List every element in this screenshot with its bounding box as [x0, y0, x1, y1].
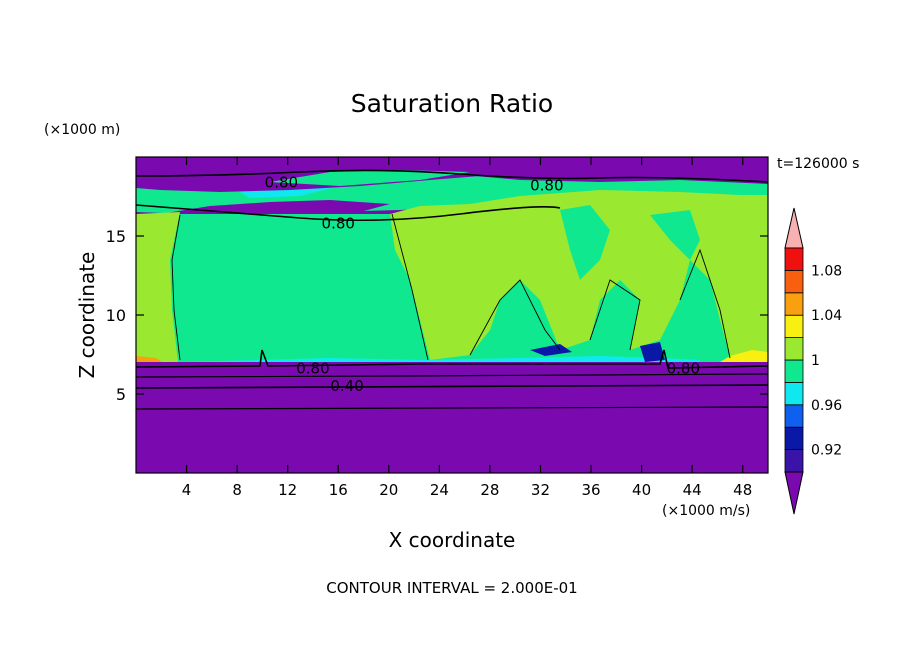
- left-warm-corner: [136, 356, 162, 362]
- contour-label: 0.80: [296, 360, 329, 378]
- colorbar-label: 1.04: [811, 308, 842, 324]
- colorbar-swatch: [784, 359, 804, 383]
- colorbar-label: 0.92: [811, 443, 842, 459]
- plot-area: [136, 157, 768, 473]
- right-warm-corner: [720, 350, 768, 362]
- colorbar-swatch: [784, 292, 804, 316]
- contour-line-0.80-base: [136, 349, 768, 369]
- contour-label: 0.80: [322, 214, 355, 232]
- x-tick-label: 48: [733, 481, 752, 499]
- contour-label: 0.80: [530, 176, 563, 194]
- contour-line-0.60: [136, 373, 768, 378]
- x-tick-label: 36: [581, 481, 600, 499]
- contour-label: 0.80: [265, 173, 298, 191]
- contour-label: 0.80: [667, 360, 700, 378]
- upper-light-streak: [270, 170, 470, 186]
- colorbar: 0.92 0.96 1 1.04 1.08: [784, 207, 842, 515]
- x-tick-label: 16: [329, 481, 348, 499]
- chart-title: Saturation Ratio: [351, 89, 553, 118]
- right-green-tongue-2: [650, 210, 700, 260]
- time-label: t=126000 s: [777, 156, 859, 172]
- y-axis: 5 10 15: [106, 227, 768, 404]
- colorbar-swatch: [784, 337, 804, 361]
- x-tick-label: 28: [480, 481, 499, 499]
- colorbar-label: 1.08: [811, 263, 842, 279]
- colorbar-label: 1: [811, 353, 820, 369]
- x-tick-label: 40: [632, 481, 651, 499]
- y-tick-label: 10: [106, 306, 126, 325]
- right-green-tongue: [560, 205, 610, 280]
- contour-label: 0.40: [330, 377, 363, 395]
- y-tick-label: 15: [106, 227, 126, 246]
- contour-line-0.80-top: [136, 169, 768, 183]
- colorbar-swatch: [784, 247, 804, 271]
- x-tick-label: 20: [379, 481, 398, 499]
- contour-line-0.20: [136, 406, 768, 410]
- base-blue-patch-mid: [530, 344, 572, 356]
- contour-line-cloud-edge: [171, 213, 731, 361]
- left-yellow-green-area: [136, 212, 180, 362]
- x-tick-label: 8: [232, 481, 242, 499]
- colorbar-max-arrow: [784, 207, 804, 249]
- contour-line-0.80-upper: [136, 204, 561, 222]
- colorbar-swatch: [784, 314, 804, 339]
- x-tick-label: 44: [683, 481, 702, 499]
- base-blue-patch-right: [640, 342, 665, 362]
- y-tick-label: 5: [116, 385, 126, 404]
- contour-line-0.40: [136, 384, 768, 389]
- x-tick-label: 24: [430, 481, 449, 499]
- x-axis: 4 8 12 16 20 24 28 32 36 40 44 48: [182, 157, 752, 499]
- contour-interval-footer: CONTOUR INTERVAL = 2.000E-01: [326, 579, 577, 597]
- lower-purple-layer: [136, 362, 768, 473]
- x-unit-label: (×1000 m/s): [662, 503, 750, 519]
- colorbar-min-arrow: [784, 471, 804, 515]
- colorbar-label: 0.96: [811, 398, 842, 414]
- x-axis-label: X coordinate: [389, 528, 516, 552]
- x-tick-label: 12: [278, 481, 297, 499]
- x-tick-label: 32: [531, 481, 550, 499]
- y-unit-label: (×1000 m): [44, 122, 120, 138]
- colorbar-swatch: [784, 381, 804, 406]
- colorbar-swatch: [784, 404, 804, 428]
- colorbar-swatch: [784, 449, 804, 473]
- colorbar-swatch: [784, 426, 804, 451]
- contour-labels: 0.80 0.800.800.80 0.800.40: [265, 173, 700, 395]
- y-axis-label: Z coordinate: [75, 252, 99, 379]
- x-tick-label: 4: [182, 481, 192, 499]
- colorbar-swatch: [784, 269, 804, 294]
